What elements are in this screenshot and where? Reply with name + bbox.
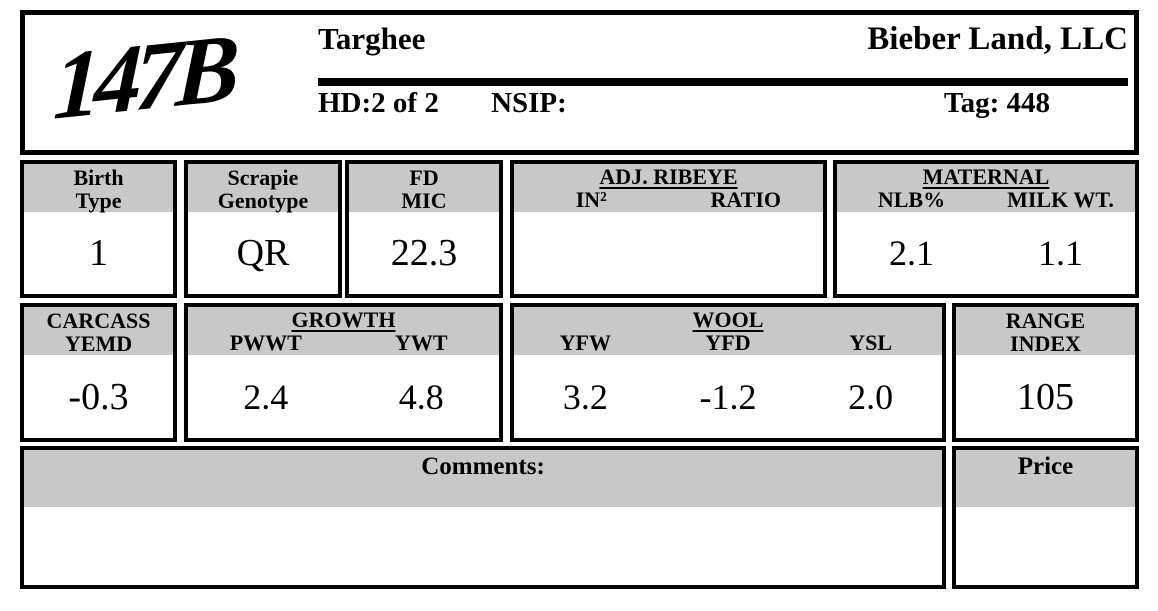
header-right: Targhee Bieber Land, LLC HD:2 of 2 NSIP:… (318, 21, 1128, 120)
maternal-col2-label: MILK WT. (1007, 187, 1114, 212)
comments-label: Comments: (421, 453, 545, 480)
cell-fd-mic: FD MIC 22.3 (345, 160, 503, 298)
range-index-label-line2: INDEX (1010, 331, 1081, 356)
adj-ribeye-col1-label: IN² (575, 187, 607, 212)
fd-mic-value: 22.3 (390, 232, 458, 274)
fd-mic-label-line2: MIC (401, 188, 447, 213)
birth-type-label-line1: Birth (73, 165, 124, 190)
fd-mic-header: FD MIC (349, 164, 499, 212)
head-count-group: HD:2 of 2 NSIP: (318, 87, 567, 120)
growth-pwwt-value: 2.4 (243, 376, 289, 417)
maternal-col1-label: NLB% (877, 187, 946, 212)
growth-col1-label: PWWT (229, 330, 302, 355)
scrapie-value: QR (236, 232, 290, 274)
breed-title: Targhee (318, 21, 426, 56)
price-area (956, 507, 1135, 585)
birth-type-header: Birth Type (24, 164, 173, 212)
cell-maternal: MATERNAL NLB% MILK WT. 2.1 1.1 (833, 160, 1139, 298)
carcass-label-line1: CARCASS (46, 308, 151, 333)
cell-scrapie-genotype: Scrapie Genotype QR (184, 160, 342, 298)
growth-ywt-value: 4.8 (398, 376, 444, 417)
cell-carcass-yemd: CARCASS YEMD -0.3 (20, 303, 177, 442)
adj-ribeye-values (514, 212, 823, 294)
growth-subheaders: PWWT YWT (188, 331, 499, 354)
adj-ribeye-subheaders: IN² RATIO (514, 188, 823, 211)
price-label: Price (1017, 453, 1074, 480)
birth-type-label-line2: Type (75, 188, 122, 213)
cell-comments: Comments: (20, 446, 946, 589)
scrapie-label-line2: Genotype (217, 188, 309, 213)
header-info-row: HD:2 of 2 NSIP: Tag: 448 (318, 87, 1128, 120)
cell-birth-type: Birth Type 1 (20, 160, 177, 298)
maternal-title: MATERNAL (922, 164, 1050, 189)
wool-ysl-value: 2.0 (848, 376, 894, 417)
header-box: 147B Targhee Bieber Land, LLC HD:2 of 2 … (20, 10, 1139, 155)
price-header: Price (956, 450, 1135, 507)
range-index-header: RANGE INDEX (956, 307, 1135, 355)
maternal-header: MATERNAL NLB% MILK WT. (837, 164, 1135, 212)
cell-range-index: RANGE INDEX 105 (952, 303, 1139, 442)
nsip-label: NSIP: (491, 87, 567, 119)
maternal-subheaders: NLB% MILK WT. (837, 188, 1135, 211)
scrapie-label-line1: Scrapie (227, 165, 299, 190)
wool-yfd-value: -1.2 (699, 376, 757, 417)
growth-header: GROWTH PWWT YWT (188, 307, 499, 355)
maternal-nlb-value: 2.1 (889, 233, 934, 273)
adj-ribeye-col2-label: RATIO (710, 187, 782, 212)
header-divider (318, 78, 1128, 86)
owner-name: Bieber Land, LLC (867, 21, 1128, 57)
maternal-values: 2.1 1.1 (837, 212, 1135, 294)
adj-ribeye-title: ADJ. RIBEYE (599, 164, 738, 189)
growth-col2-label: YWT (394, 330, 448, 355)
cell-price: Price (952, 446, 1139, 589)
wool-subheaders: YFW YFD YSL (514, 331, 942, 354)
carcass-label-line2: YEMD (64, 331, 133, 356)
cell-wool: WOOL YFW YFD YSL 3.2 -1.2 2.0 (510, 303, 946, 442)
wool-header: WOOL YFW YFD YSL (514, 307, 942, 355)
wool-title: WOOL (692, 307, 764, 332)
adj-ribeye-header: ADJ. RIBEYE IN² RATIO (514, 164, 823, 212)
cell-growth: GROWTH PWWT YWT 2.4 4.8 (184, 303, 503, 442)
wool-col2-label: YFD (705, 330, 751, 355)
carcass-value: -0.3 (68, 375, 129, 418)
wool-col1-label: YFW (559, 330, 611, 355)
wool-yfw-value: 3.2 (562, 376, 608, 417)
lot-number: 147B (51, 13, 235, 140)
wool-col3-label: YSL (849, 330, 893, 355)
scrapie-header: Scrapie Genotype (188, 164, 338, 212)
tag-number: Tag: 448 (943, 87, 1050, 119)
fd-mic-label-line1: FD (409, 165, 439, 190)
growth-values: 2.4 4.8 (188, 355, 499, 438)
wool-values: 3.2 -1.2 2.0 (514, 355, 942, 438)
cell-adj-ribeye: ADJ. RIBEYE IN² RATIO (510, 160, 827, 298)
range-index-label-line1: RANGE (1005, 308, 1086, 333)
birth-type-value: 1 (89, 232, 108, 274)
head-count-label: HD:2 of 2 (318, 87, 439, 119)
maternal-milkwt-value: 1.1 (1038, 233, 1083, 273)
range-index-value: 105 (1017, 375, 1074, 418)
carcass-header: CARCASS YEMD (24, 307, 173, 355)
growth-title: GROWTH (291, 307, 396, 332)
header-title-row: Targhee Bieber Land, LLC (318, 21, 1128, 75)
comments-header: Comments: (24, 450, 942, 507)
comments-area (24, 507, 942, 585)
